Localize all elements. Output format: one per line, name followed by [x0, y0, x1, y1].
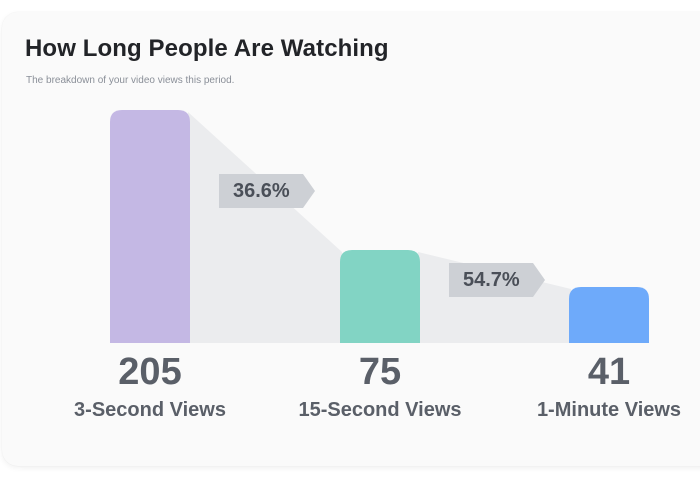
conversion-rate-1: 36.6% — [219, 174, 303, 208]
conversion-tag-1: 36.6% — [219, 174, 315, 208]
conversion-tag-2: 54.7% — [449, 263, 545, 297]
bar-1-minute-views[interactable] — [569, 287, 649, 343]
stage-label: 3-Second Views — [74, 399, 226, 421]
conversion-rate-2: 54.7% — [449, 263, 533, 297]
stage-value: 205 — [118, 351, 182, 393]
stage-stat-1: 205 3-Second Views — [40, 352, 260, 422]
stage-stat-2: 75 15-Second Views — [270, 352, 490, 422]
stage-label: 15-Second Views — [298, 399, 462, 421]
tag-arrow-icon — [302, 174, 315, 208]
tag-arrow-icon — [532, 263, 545, 297]
card-subtitle: The breakdown of your video views this p… — [26, 75, 235, 86]
stage-value: 41 — [587, 351, 631, 393]
card-title: How Long People Are Watching — [25, 35, 389, 62]
bar-15-second-views[interactable] — [340, 250, 420, 343]
stage-value: 75 — [358, 351, 402, 393]
funnel-connector-1 — [188, 112, 342, 343]
stage-stat-3: 41 1-Minute Views — [499, 352, 700, 422]
bar-3-second-views[interactable] — [110, 110, 190, 343]
stage-label: 1-Minute Views — [536, 399, 682, 421]
